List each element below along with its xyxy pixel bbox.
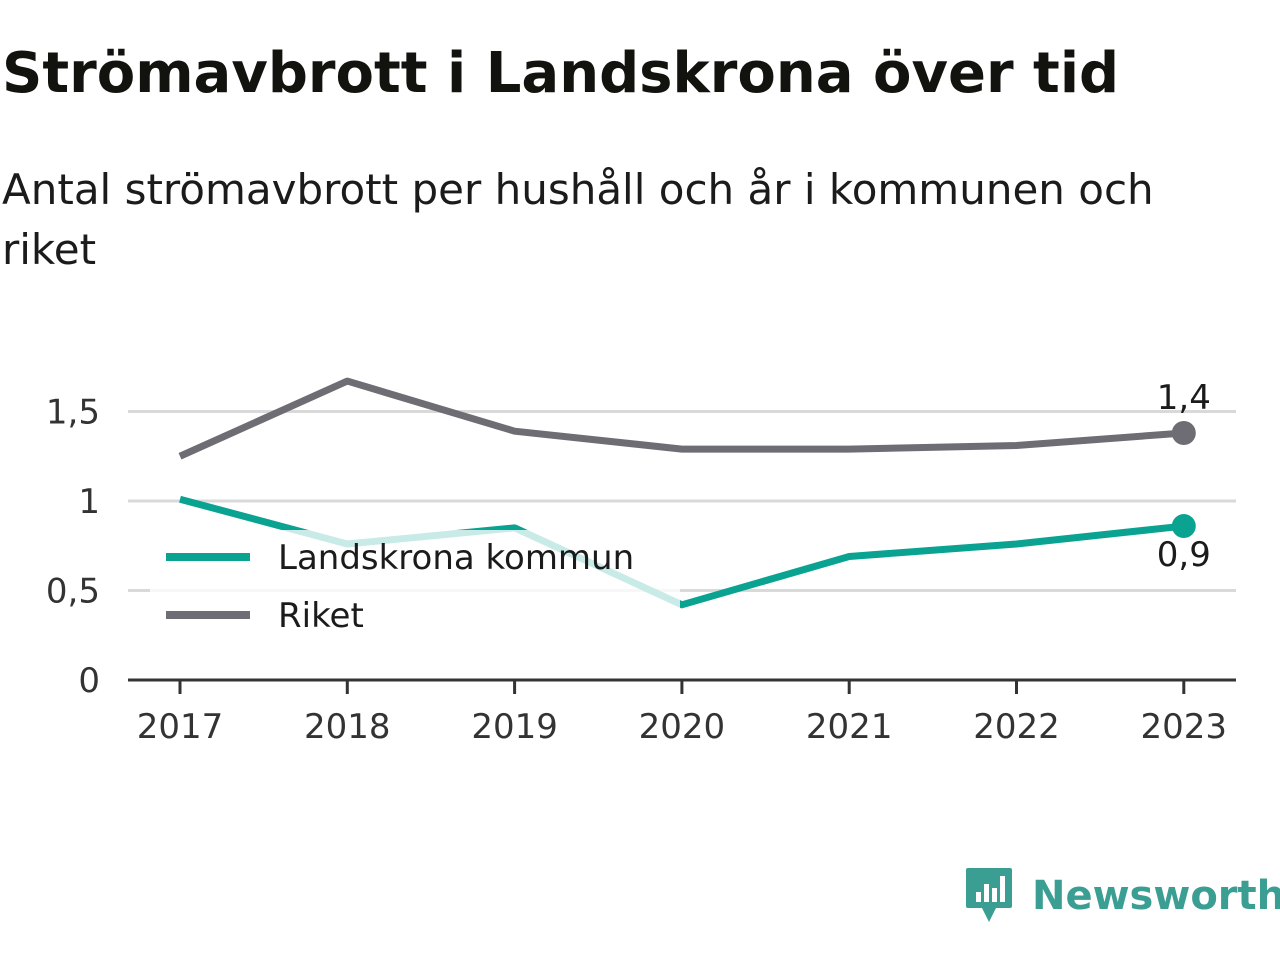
series-line-riket: [178, 377, 1185, 460]
end-point-marker: [1171, 514, 1196, 539]
newsworthy-logo-icon: [966, 868, 1012, 922]
legend-background: [150, 530, 680, 642]
legend-label: Landskrona kommun: [278, 538, 634, 578]
x-tick-label: 2019: [471, 707, 558, 747]
chart-title: Strömavbrott i Landskrona över tid: [2, 41, 1120, 106]
brand-logo: Newsworthy: [964, 866, 1280, 926]
chart-subtitle: Antal strömavbrott per hushåll och år i …: [2, 165, 1154, 274]
x-tick-label: 2018: [304, 707, 391, 747]
y-tick-label: 0,5: [46, 572, 100, 612]
x-tick-label: 2021: [806, 707, 893, 747]
legend-label: Riket: [278, 596, 364, 636]
x-tick-label: 2023: [1141, 707, 1228, 747]
y-tick-label: 1,5: [46, 393, 100, 433]
y-tick-label: 1: [78, 482, 100, 522]
end-value-label: 0,9: [1157, 535, 1211, 575]
x-tick-label: 2020: [639, 707, 726, 747]
y-tick-label: 0: [78, 661, 100, 701]
end-point-marker: [1171, 420, 1196, 445]
brand-name: Newsworthy: [1032, 873, 1280, 919]
x-axis: 2017 2018 2019 2020 2021 2022 2023: [128, 678, 1236, 747]
x-tick-label: 2017: [137, 707, 224, 747]
end-labels: 0,9 1,4: [1157, 378, 1211, 575]
x-tick-label: 2022: [973, 707, 1060, 747]
y-axis-ticks: 0 0,5 1 1,5: [46, 393, 100, 702]
end-value-label: 1,4: [1157, 378, 1211, 418]
legend: Landskrona kommun Riket: [150, 530, 680, 642]
